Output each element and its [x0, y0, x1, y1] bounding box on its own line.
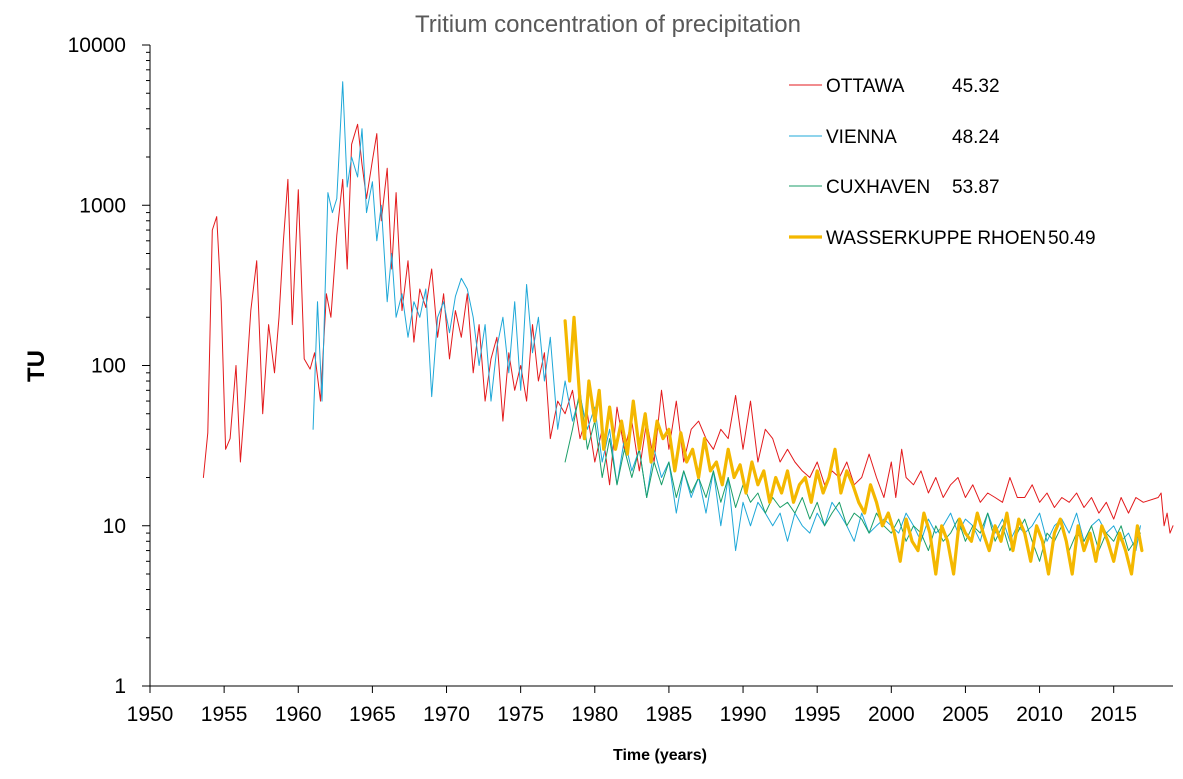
x-tick-label: 2015	[1090, 703, 1137, 726]
x-tick-label: 1990	[720, 703, 767, 726]
x-tick-label: 1955	[201, 703, 248, 726]
series-line-wasserkuppe-rhoen	[563, 315, 1144, 576]
series-layer	[202, 81, 1174, 576]
x-axis-label: Time (years)	[613, 747, 707, 764]
legend-item-wasserkuppe-rhoen: WASSERKUPPE RHOEN 50.49	[789, 228, 1096, 249]
legend-item-ottawa: OTTAWA 45.32	[789, 76, 1000, 97]
x-tick-label: 2010	[1016, 703, 1063, 726]
legend-item-vienna: VIENNA 48.24	[789, 127, 1000, 148]
y-axis-label: TU	[23, 350, 50, 382]
legend-item-cuxhaven: CUXHAVEN 53.87	[789, 177, 1000, 198]
x-tick-label: 1950	[127, 703, 174, 726]
y-tick-label: 10000	[68, 34, 126, 57]
x-tick-label: 1970	[423, 703, 470, 726]
x-tick-label: 2000	[868, 703, 915, 726]
y-tick-label: 1	[114, 675, 126, 698]
legend-value-vienna: 48.24	[952, 127, 1000, 148]
legend-label-cuxhaven: CUXHAVEN	[826, 177, 930, 198]
x-tick-label: 1960	[275, 703, 322, 726]
x-tick-label: 1995	[794, 703, 841, 726]
legend-label-wasserkuppe-rhoen: WASSERKUPPE RHOEN	[826, 228, 1046, 249]
chart-title: Tritium concentration of precipitation	[415, 11, 801, 38]
series-line-cuxhaven	[564, 389, 1141, 562]
series-line-ottawa	[202, 123, 1174, 534]
legend-value-wasserkuppe-rhoen: 50.49	[1048, 228, 1096, 249]
y-tick-label: 10	[103, 515, 126, 538]
legend-value-cuxhaven: 53.87	[952, 177, 1000, 198]
x-tick-label: 1965	[349, 703, 396, 726]
legend-label-ottawa: OTTAWA	[826, 76, 905, 97]
x-tick-label: 1975	[497, 703, 544, 726]
axes: 1 10 100 1000 10000 1950 1955 1960 1965 1970 1975 1…	[68, 34, 1173, 726]
legend-label-vienna: VIENNA	[826, 127, 897, 148]
x-tick-label: 1980	[571, 703, 618, 726]
y-tick-label: 1000	[79, 194, 126, 217]
series-line-vienna	[312, 81, 1141, 552]
y-tick-label: 100	[91, 355, 126, 378]
legend-value-ottawa: 45.32	[952, 76, 1000, 97]
x-tick-label: 2005	[942, 703, 989, 726]
legend: OTTAWA 45.32 VIENNA 48.24 CUXHAVEN 53.87…	[789, 76, 1096, 249]
x-tick-label: 1985	[646, 703, 693, 726]
